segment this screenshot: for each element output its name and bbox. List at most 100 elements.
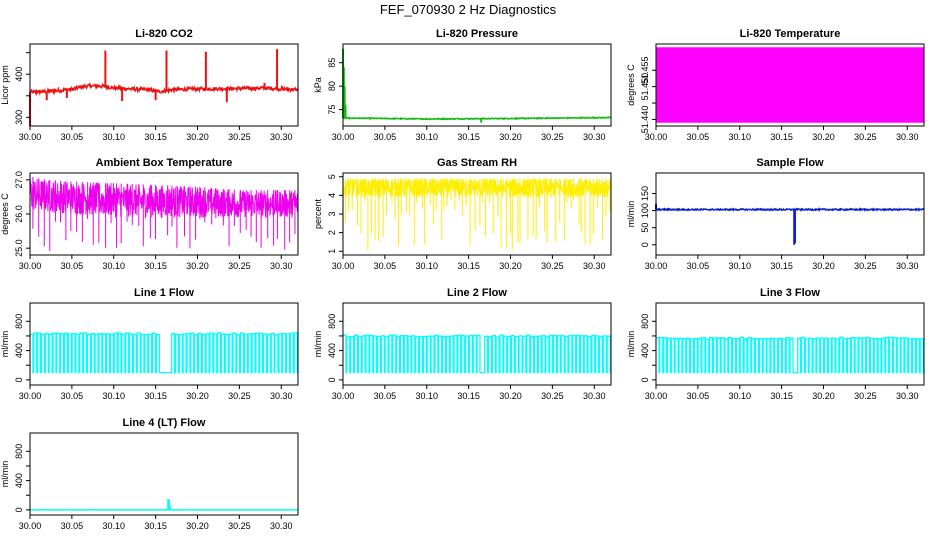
chart-panel-7: Line 1 Flow ml/min 30.00 30.05 30.10 30.15 30.… [0,287,299,401]
x-tick-label: 30.20 [499,391,522,401]
y-tick-label: 800 [327,314,337,329]
plot-frame [342,302,612,386]
y-tick-label: 400 [14,343,24,358]
data-series [342,177,612,251]
figure-title: FEF_070930 2 Hz Diagnostics [379,2,557,17]
x-tick-label: 30.05 [374,132,397,142]
x-tick-label: 30.30 [896,132,919,142]
y-tick-label: 50 [640,223,650,233]
y-tick-label: 150 [640,186,650,201]
data-series [343,334,611,374]
series-line [656,336,924,374]
x-tick-label: 30.25 [541,132,564,142]
x-tick-label: 30.30 [270,261,293,271]
x-tick-label: 30.20 [499,261,522,271]
x-tick-label: 30.00 [19,391,42,401]
chart-panel-8: Line 2 Flow ml/min 30.00 30.05 30.10 30.15 30.… [313,287,612,401]
plot-frame [29,432,299,516]
y-tick-label: 3 [327,211,337,216]
chart-panel-4: Ambient Box Temperature degrees C 30.00 30.… [0,157,299,271]
x-tick-label: 30.05 [687,261,710,271]
x-tick-label: 30.30 [896,391,919,401]
x-tick-label: 30.10 [415,261,438,271]
y-tick-label: 0 [327,377,337,382]
plot-frame [655,43,925,127]
y-tick-label: 25.0 [14,239,24,257]
y-tick-label: 300 [14,110,24,125]
x-tick-label: 30.20 [499,132,522,142]
chart-title: Li-820 Pressure [436,28,518,40]
x-tick-label: 30.20 [186,521,209,531]
data-series [29,49,299,126]
x-tick-label: 30.30 [583,391,606,401]
plot-frame [29,172,299,256]
y-tick-label: 400 [14,473,24,488]
x-tick-label: 30.30 [583,261,606,271]
x-tick-label: 30.10 [102,391,125,401]
data-series [656,47,924,123]
chart-title: Li-820 CO2 [135,28,192,40]
chart-title: Line 1 Flow [134,287,194,299]
x-tick-label: 30.00 [332,391,355,401]
x-tick-label: 30.00 [645,261,668,271]
series-line [29,179,299,220]
x-tick-label: 30.25 [228,521,251,531]
chart-panel-10: Line 4 (LT) Flow ml/min 30.00 30.05 30.10 30.… [0,417,299,531]
y-axis-label: ml/min [626,331,636,358]
x-tick-label: 30.15 [144,391,167,401]
series-line [655,207,925,213]
x-tick-label: 30.05 [61,391,84,401]
data-series [656,336,924,374]
chart-title: Line 3 Flow [760,287,820,299]
y-tick-label: 0 [640,377,650,382]
x-tick-label: 30.15 [457,261,480,271]
y-axis-label: ml/min [626,201,636,228]
y-tick-label: 2 [327,230,337,235]
x-tick-label: 30.20 [812,261,835,271]
x-tick-label: 30.15 [770,391,793,401]
x-tick-label: 30.05 [374,391,397,401]
y-tick-label: 4 [327,193,337,198]
x-tick-label: 30.30 [896,261,919,271]
x-tick-label: 30.15 [144,521,167,531]
chart-panel-6: Sample Flow ml/min 30.00 30.05 30.10 30.15 30.… [626,157,925,271]
y-tick-label: 85 [327,58,337,68]
y-tick-label: 400 [327,343,337,358]
y-axis-label: ml/min [0,331,10,358]
x-tick-label: 30.10 [102,261,125,271]
x-tick-label: 30.30 [270,391,293,401]
x-tick-label: 30.20 [186,391,209,401]
x-tick-label: 30.25 [541,391,564,401]
y-axis-label: ml/min [313,331,323,358]
x-tick-label: 30.00 [332,261,355,271]
y-axis-label: percent [313,198,323,229]
y-axis-label: ml/min [0,461,10,488]
chart-title: Line 4 (LT) Flow [123,417,206,429]
y-tick-label: 51.455 [640,56,650,84]
x-tick-label: 30.15 [144,261,167,271]
y-axis-label: Licor ppm [0,65,10,105]
data-series [342,48,612,123]
chart-title: Line 2 Flow [447,287,507,299]
series-fill [656,47,924,123]
chart-panel-3: Li-820 Temperature degrees C 30.00 30.05 30.… [626,28,925,142]
x-tick-label: 30.25 [854,132,877,142]
x-tick-label: 30.20 [812,391,835,401]
x-tick-label: 30.20 [812,132,835,142]
plot-frame [342,43,612,127]
y-axis-label: degrees C [626,64,636,106]
series-line [342,116,612,121]
x-tick-label: 30.25 [854,391,877,401]
y-tick-label: 5 [327,174,337,179]
data-series [655,203,925,245]
x-tick-label: 30.20 [186,132,209,142]
x-tick-label: 30.25 [854,261,877,271]
x-tick-label: 30.05 [374,261,397,271]
x-tick-label: 30.00 [332,132,355,142]
y-tick-label: 51.440 [640,106,650,134]
plot-frame [655,172,925,256]
x-tick-label: 30.00 [19,261,42,271]
series-line [343,334,611,374]
x-tick-label: 30.05 [61,261,84,271]
x-tick-label: 30.10 [728,391,751,401]
